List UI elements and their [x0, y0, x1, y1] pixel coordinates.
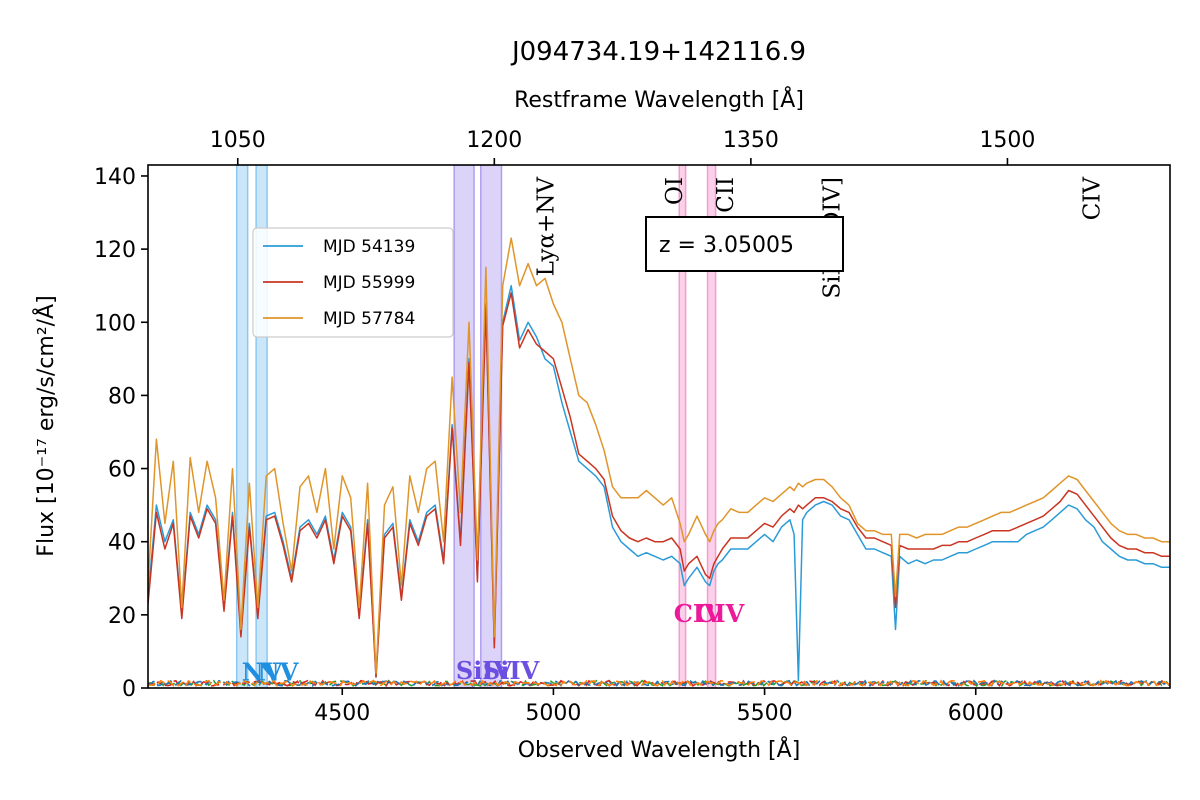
- absorption-label-2: NV: [258, 658, 299, 687]
- top-tick-label-3: 1350: [723, 128, 779, 153]
- absorption-band-6: [706, 165, 717, 688]
- plot-frame: [147, 164, 1171, 689]
- legend-label-3: MJD 57784: [323, 309, 415, 329]
- error-curve-2: [148, 679, 1170, 688]
- legend-frame: [252, 227, 454, 338]
- series-line-1: [148, 284, 1170, 682]
- absorption-band-1: [235, 165, 249, 688]
- absorption-label-3: SiIV: [456, 656, 513, 685]
- y-tick-label-4: 60: [108, 458, 136, 483]
- top-tick-label-4: 1500: [979, 128, 1035, 153]
- x-axis-ticks: 4500 5000 5500 6000: [314, 688, 1004, 726]
- y-tick-label-5: 80: [108, 384, 136, 409]
- x-tick-label-1: 4500: [314, 701, 370, 726]
- y-tick-label-3: 40: [108, 531, 136, 556]
- legend-label-2: MJD 55999: [323, 273, 415, 293]
- x-tick-label-3: 5500: [737, 701, 793, 726]
- absorption-label-4: SiIV: [483, 656, 540, 685]
- legend: MJD 54139 MJD 55999 MJD 57784: [252, 227, 454, 338]
- top-axis-label: Restframe Wavelength [Å]: [514, 86, 804, 113]
- y-axis-ticks: 0 20 40 60 80 100 120 140: [94, 165, 148, 702]
- chart-title: J094734.19+142116.9: [510, 37, 806, 67]
- top-axis-ticks: 1050 1200 1350 1500: [210, 128, 1035, 165]
- legend-items: MJD 54139 MJD 55999 MJD 57784: [263, 237, 415, 329]
- absorption-label-1: NV: [242, 658, 283, 687]
- line-label-3: CII: [713, 177, 739, 213]
- legend-label-1: MJD 54139: [323, 237, 415, 257]
- error-curve-4: [148, 679, 1170, 688]
- redshift-box-frame: [645, 216, 844, 272]
- absorption-band-4: [480, 165, 503, 688]
- y-tick-label-7: 120: [94, 238, 136, 263]
- top-tick-label-1: 1050: [210, 128, 266, 153]
- line-label-1: Lyα+NV: [534, 177, 560, 277]
- series-line-3: [148, 237, 1170, 675]
- y-tick-label-2: 20: [108, 604, 136, 629]
- line-label-2: OI: [662, 177, 688, 205]
- x-axis-label: Observed Wavelength [Å]: [518, 736, 801, 763]
- redshift-label: z = 3.05005: [659, 233, 794, 258]
- y-tick-label-1: 0: [122, 677, 136, 702]
- y-tick-label-8: 140: [94, 165, 136, 190]
- redshift-box: z = 3.05005: [645, 216, 844, 272]
- absorption-label-5: CIV: [674, 599, 723, 628]
- absorption-band-2: [255, 165, 268, 688]
- x-tick-label-2: 5000: [525, 701, 581, 726]
- absorption-label-6: CIV: [695, 599, 744, 628]
- y-axis-label: Flux [10⁻¹⁷ erg/s/cm²/Å]: [32, 295, 59, 556]
- top-tick-label-2: 1200: [466, 128, 522, 153]
- absorption-band-5: [678, 165, 687, 688]
- x-tick-label-4: 6000: [948, 701, 1004, 726]
- error-curves: [148, 679, 1170, 688]
- series-line-2: [148, 292, 1170, 678]
- y-tick-label-6: 100: [94, 311, 136, 336]
- line-label-5: CIV: [1079, 177, 1105, 221]
- series-lines: [148, 237, 1170, 682]
